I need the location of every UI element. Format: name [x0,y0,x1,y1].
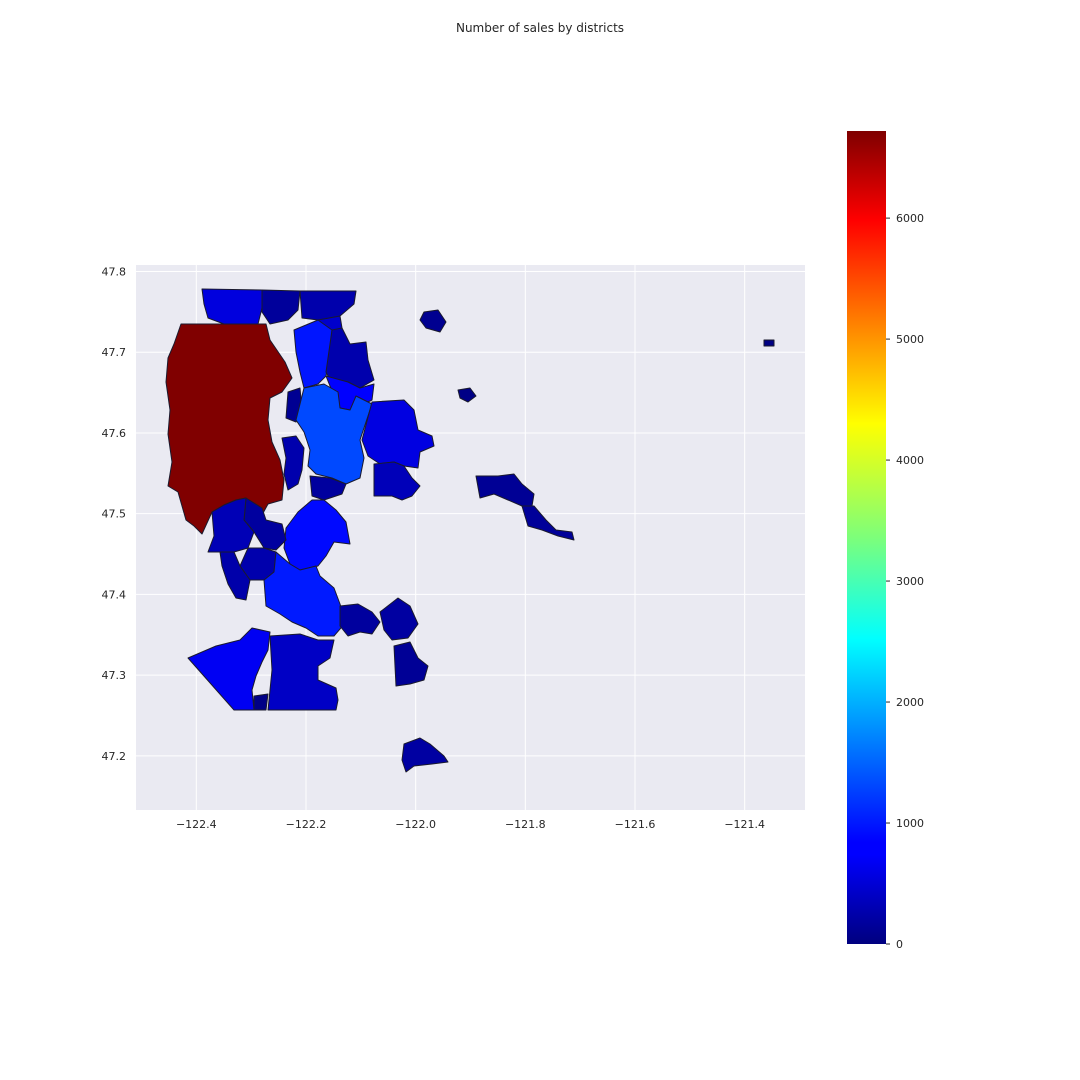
axis-tick-labels: −122.4 −122.2 −122.0 −121.8 −121.6 −121.4 47.2… [102,265,766,831]
x-tick-label: −122.4 [176,818,217,831]
x-tick-label: −122.2 [286,818,327,831]
y-tick-label: 47.5 [102,508,127,521]
district-mercer-island [281,435,305,491]
x-tick-label: −121.8 [505,818,546,831]
y-tick-label: 47.6 [102,427,127,440]
district-bellevue [295,383,373,485]
colorbar-ticks: 0 1000 2000 3000 4000 5000 6000 [886,212,924,951]
district-sammamish [361,399,435,469]
district-black-diamond [393,641,429,687]
district-renton [283,499,351,571]
district-des-moines [219,551,251,601]
colorbar-tick-label: 3000 [896,575,924,588]
district-covington [339,603,381,637]
district-carnation [457,387,477,403]
district-auburn [267,633,339,711]
district-kirkland [293,319,333,389]
colorbar-tick-label: 6000 [896,212,924,225]
district-north-bend [521,505,575,541]
y-tick-label: 47.3 [102,669,127,682]
colorbar-tick-label: 0 [896,938,903,951]
y-tick-label: 47.4 [102,588,127,601]
y-tick-label: 47.2 [102,750,127,763]
district-newcastle [309,475,347,501]
x-tick-label: −122.0 [395,818,436,831]
districts-layer [165,288,775,773]
colorbar-tick-label: 1000 [896,817,924,830]
colorbar-tick-label: 5000 [896,333,924,346]
colorbar [847,131,886,944]
y-tick-label: 47.7 [102,346,127,359]
x-tick-label: −121.6 [615,818,656,831]
colorbar-tick-label: 2000 [896,696,924,709]
district-issaquah [373,461,421,501]
district-kent [263,551,347,637]
district-duvall [419,309,447,333]
chart-title: Number of sales by districts [456,21,624,35]
x-tick-label: −121.4 [724,818,765,831]
district-burien [207,497,255,553]
district-shoreline [201,288,263,325]
colorbar-tick-label: 4000 [896,454,924,467]
district-skykomish [763,339,775,347]
y-tick-label: 47.8 [102,265,127,278]
district-enumclaw [401,737,449,773]
district-milton [253,693,269,711]
district-federal-way [187,627,271,711]
district-maple-valley [379,597,419,641]
